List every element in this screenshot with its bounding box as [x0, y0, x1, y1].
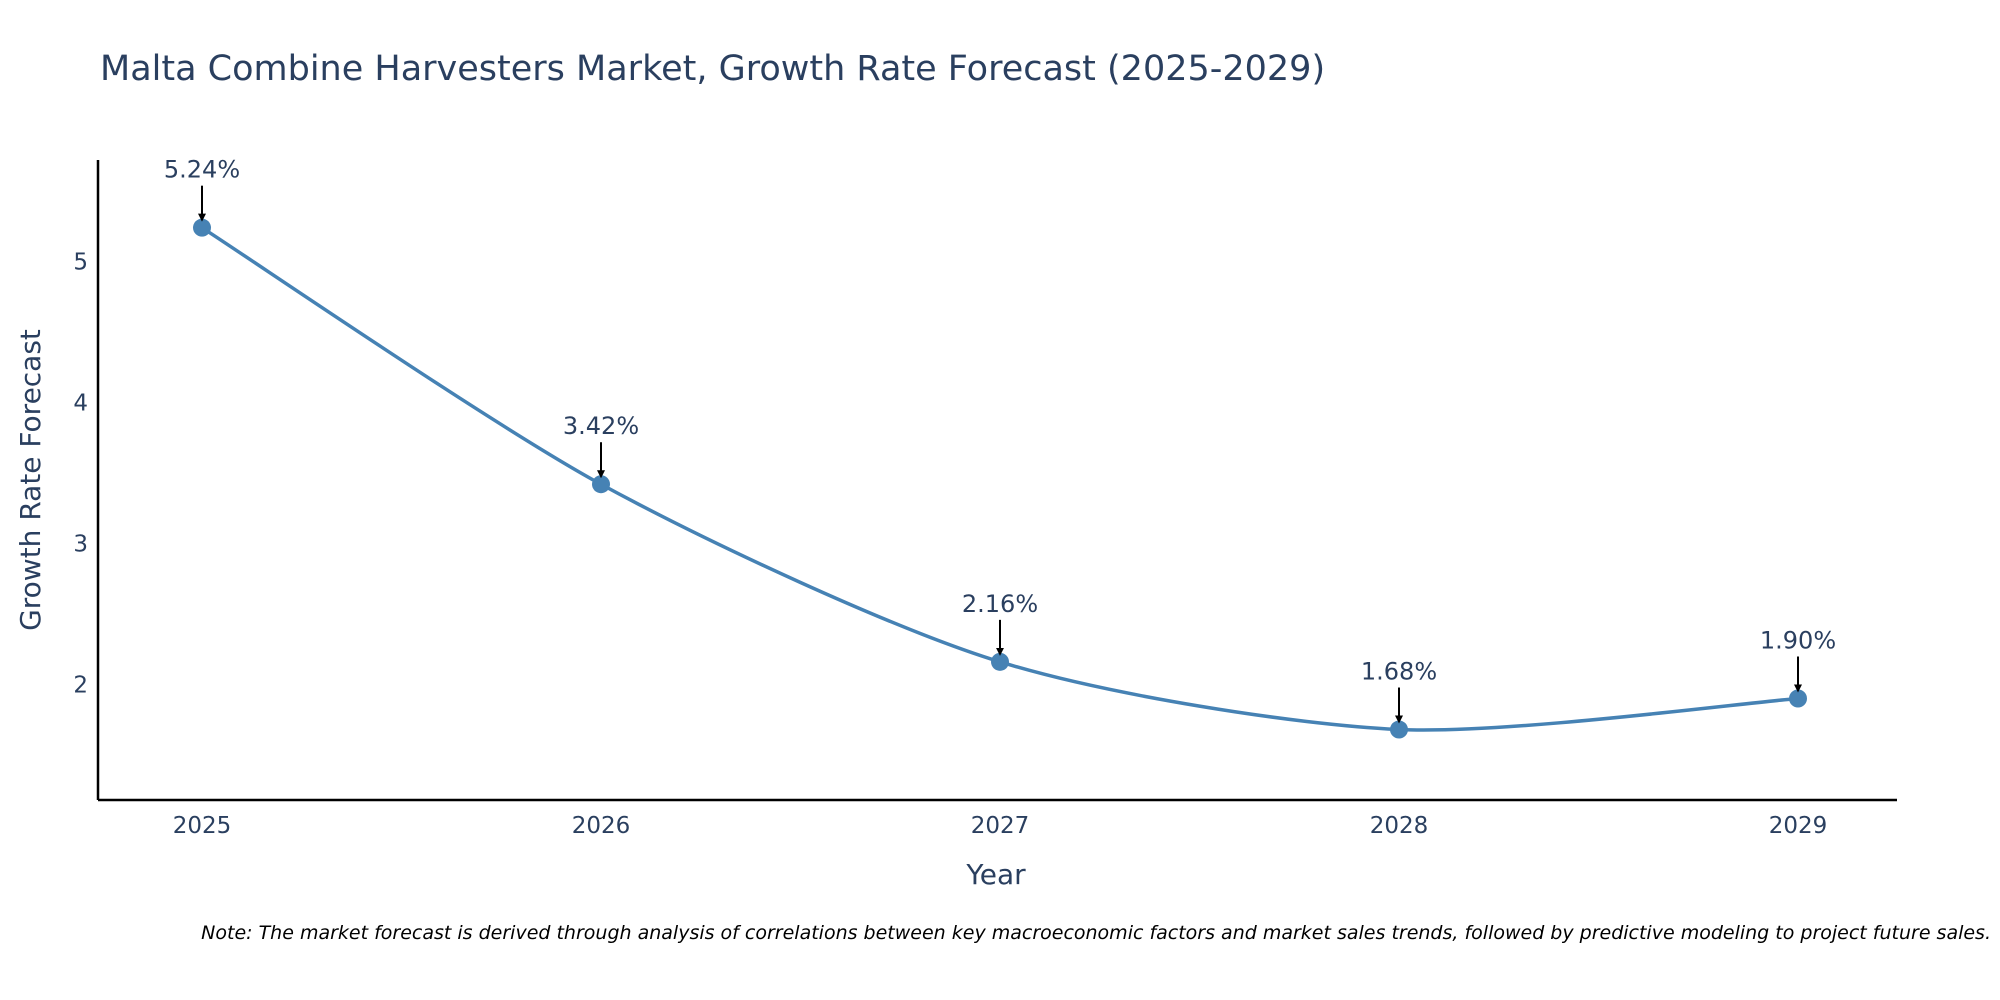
y-tick-label: 4 — [73, 390, 88, 416]
data-label: 2.16% — [962, 590, 1038, 618]
data-point — [193, 218, 211, 237]
y-tick-label: 5 — [73, 249, 88, 275]
x-tick-label: 2026 — [572, 813, 631, 839]
x-tick-label: 2025 — [173, 813, 232, 839]
x-axis-title: Year — [965, 858, 1026, 891]
plot-area: 2 3 4 5 2025 2026 2027 2028 2029 5.24% 3.42% 2.16% 1… — [73, 156, 1897, 839]
data-label: 1.90% — [1760, 627, 1836, 655]
data-label: 5.24% — [164, 156, 240, 184]
data-point — [991, 652, 1009, 671]
x-tick-label: 2028 — [1370, 813, 1429, 839]
y-tick-label: 2 — [73, 672, 88, 698]
data-point — [1390, 720, 1408, 739]
data-label: 3.42% — [563, 412, 639, 440]
x-tick-label: 2027 — [971, 813, 1030, 839]
footnote: Note: The market forecast is derived thr… — [201, 922, 1991, 944]
chart-title: Malta Combine Harvesters Market, Growth … — [100, 49, 1325, 89]
data-point — [1789, 689, 1807, 708]
data-point — [592, 475, 610, 494]
y-tick-label: 3 — [73, 531, 88, 557]
x-tick-label: 2029 — [1769, 813, 1828, 839]
data-label: 1.68% — [1361, 658, 1437, 686]
y-axis-title: Growth Rate Forecast — [14, 329, 47, 631]
